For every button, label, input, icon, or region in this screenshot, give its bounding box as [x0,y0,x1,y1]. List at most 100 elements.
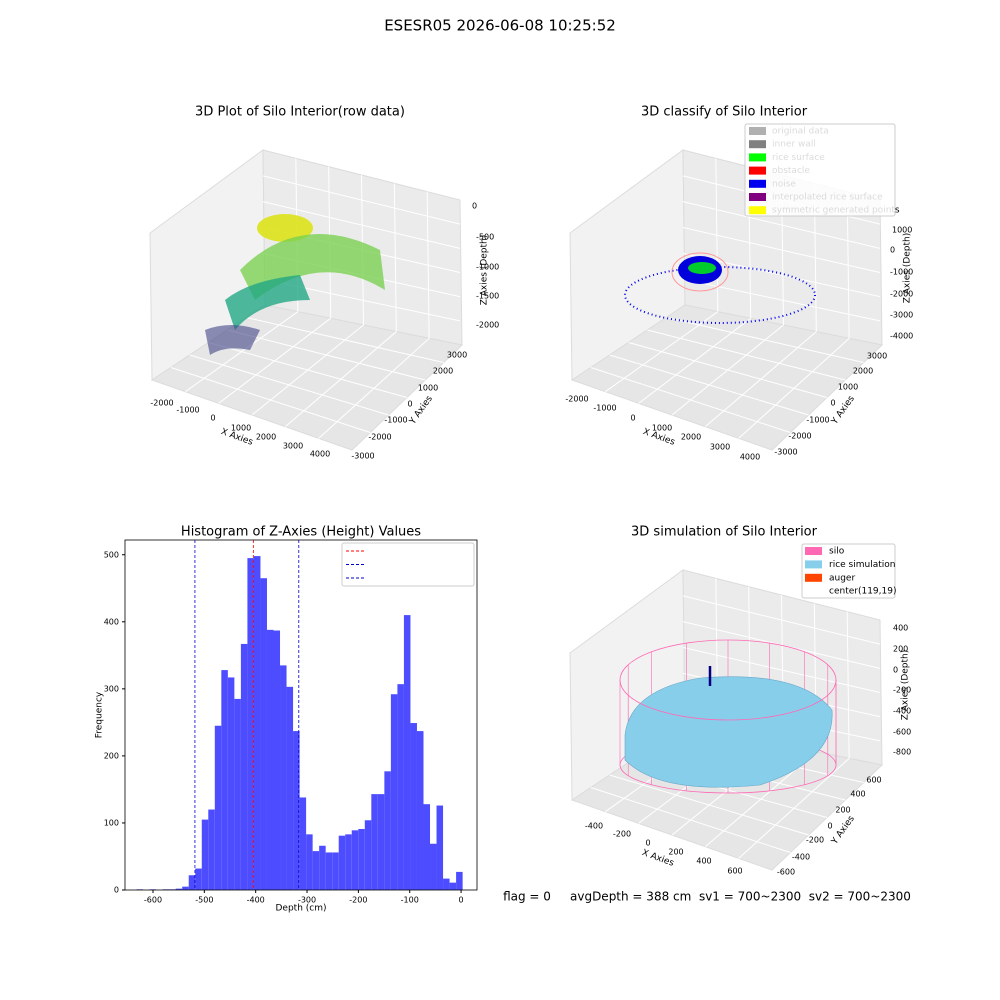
bar [390,694,398,890]
bar [260,578,267,890]
axes-frame [124,539,478,891]
bar [325,852,333,890]
x-tick-label: 3000 [283,442,303,451]
y-tick-label: 1000 [838,383,858,392]
legend-label: auger [829,573,855,583]
bar [338,835,346,890]
subplot-title: Histogram of Z-Axies (Height) Values [181,525,421,540]
y-tick-label: 200 [104,751,119,760]
bar [377,794,385,890]
y-tick-label: 3000 [447,351,467,360]
z-tick-label: -1000 [476,263,499,272]
x-tick-label: 0 [210,414,215,423]
y-tick-label: 1000 [418,384,438,393]
x-tick-label: -200 [613,830,631,839]
y-tick-label: 0 [830,399,835,408]
y-tick-label: 0 [827,822,832,831]
legend-swatch [805,560,822,569]
y-tick-label: -2000 [368,433,391,442]
x-tick-label: -2000 [565,395,588,404]
z-tick-label: -500 [476,233,494,242]
point-cloud [225,275,310,330]
pane-grid [682,278,881,322]
z-tick-label: 400 [893,624,908,633]
x-tick-label: -100 [401,896,419,905]
x-tick-label: -200 [349,896,367,905]
x-axis-label: Depth (cm) [275,904,326,914]
y-tick-label: 100 [104,818,119,827]
y-axis-label: Y Axies [829,814,857,847]
bar [430,843,437,890]
bar [456,871,463,890]
y-tick-label: 2000 [853,367,873,376]
pane-grid [682,647,881,693]
y-tick-label: 300 [104,684,119,693]
z-tick-label: -400 [893,707,911,716]
x-tick-label: -300 [298,896,316,905]
legend-label: silo [829,547,845,557]
y-tick-label: 2000 [433,367,453,376]
bar [410,723,417,890]
y-tick-label: 400 [104,617,119,626]
z-tick-label: 1000 [892,226,912,235]
bar [293,731,300,890]
x-tick-label: 400 [696,857,711,866]
y-tick-label: 0 [114,886,119,895]
y-tick-label: 200 [835,806,850,815]
legend-swatch [805,573,822,582]
bar [443,878,450,890]
x-tick-label: 2000 [681,433,701,442]
z-tick-label: 0 [893,666,898,675]
x-tick-label: 2000 [256,433,276,442]
legend-label: center(119,19) [829,587,896,597]
bar [449,882,457,890]
bar [397,684,404,890]
subplot-title: 3D Plot of Silo Interior(row data) [195,105,405,120]
legend-swatch [749,140,766,149]
x-tick-label: 0 [645,839,650,848]
y-tick-label: -3000 [774,448,797,457]
z-tick-label: 200 [893,645,908,654]
z-axis-label: Z Axies (Depth) [903,233,913,304]
legend-box [744,123,896,217]
legend-swatch [805,547,822,555]
z-tick-label: -1500 [476,292,499,301]
bar [234,698,241,890]
bar [358,828,365,890]
y-tick-label: -1000 [806,416,829,425]
point-cloud [688,262,716,274]
bar [253,556,261,890]
z-tick-label: 0 [472,202,477,211]
bar [221,670,228,890]
z-tick-label: -2000 [476,321,499,330]
x-tick-label: -1000 [593,404,616,413]
x-tick-label: -400 [247,896,265,905]
legend-swatch [749,127,766,135]
bar [195,868,202,890]
bar [423,804,431,890]
bar [227,677,235,890]
silo-top [619,639,837,721]
bar [201,819,209,890]
bar [364,820,372,890]
z-axis-label: Z Axies (Depth) [901,650,911,721]
z-tick-label: -600 [893,728,911,737]
z-tick-label: -3000 [890,311,913,320]
z-tick-label: -2000 [890,290,913,299]
legend-swatch [749,166,766,175]
x-tick-label: 600 [727,867,742,876]
y-tick-label: -1000 [384,416,407,425]
figure-title: ESESR05 2026-06-08 10:25:52 [384,17,616,35]
pane-grid [682,201,881,249]
z-tick-label: -4000 [890,332,913,341]
x-tick-label: 1000 [231,424,251,433]
legend-swatch [749,206,766,215]
point-cloud [624,266,816,324]
bar [266,629,274,890]
x-tick-label: 0 [459,896,464,905]
bar [280,665,287,890]
bar [299,797,307,890]
z-axis-label: Z Axies (Depth) [480,235,490,306]
x-tick-label: -1000 [176,406,199,415]
bar [286,686,294,890]
